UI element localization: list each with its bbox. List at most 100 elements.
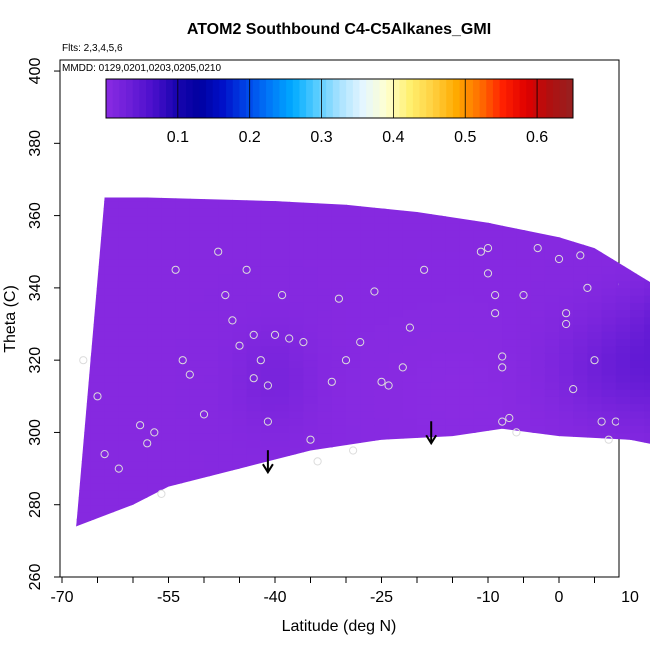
field-cell — [317, 381, 333, 390]
field-cell — [76, 374, 91, 383]
field-cell — [417, 511, 432, 520]
field-cell — [459, 295, 475, 303]
field-cell — [218, 367, 233, 376]
field-cell — [630, 345, 645, 354]
field-cell — [488, 403, 503, 412]
field-cell — [331, 475, 347, 484]
sample-point — [249, 330, 258, 339]
field-cell — [204, 446, 219, 455]
field-cell — [402, 497, 418, 506]
field-cell — [331, 345, 347, 354]
field-cell — [76, 475, 91, 484]
field-cell — [118, 490, 134, 499]
field-cell — [289, 287, 304, 296]
field-cell — [601, 396, 617, 405]
field-cell — [544, 352, 560, 361]
field-cell — [559, 244, 574, 253]
field-cell — [260, 324, 276, 332]
field-cell — [630, 432, 645, 441]
field-cell — [104, 230, 120, 238]
field-cell — [346, 497, 361, 506]
colorbar-swatch — [312, 79, 320, 118]
field-cell — [445, 187, 460, 195]
field-cell — [374, 396, 390, 405]
field-cell — [559, 302, 574, 311]
field-cell — [332, 187, 347, 195]
field-cell — [473, 215, 489, 224]
field-cell — [473, 454, 489, 462]
field-cell — [360, 187, 375, 195]
sample-point — [491, 291, 500, 300]
field-cell — [459, 338, 475, 347]
field-cell — [317, 244, 333, 253]
field-cell — [189, 468, 205, 477]
field-cell — [460, 534, 475, 542]
colorbar-swatch — [352, 79, 361, 118]
field-cell — [76, 534, 91, 542]
field-cell — [76, 504, 91, 513]
field-cell — [90, 244, 106, 253]
field-cell — [346, 446, 361, 455]
field-cell — [445, 251, 461, 260]
field-cell — [559, 519, 574, 528]
field-cell — [317, 316, 333, 325]
field-cell — [445, 483, 461, 491]
field-cell — [204, 432, 219, 441]
field-cell — [232, 389, 248, 397]
field-cell — [118, 439, 134, 448]
field-cell — [630, 244, 645, 253]
field-cell — [601, 468, 617, 477]
x-tick-label: -25 — [370, 589, 393, 606]
field-cell — [601, 410, 617, 419]
field-cell — [232, 273, 248, 282]
field-cell — [630, 251, 645, 260]
field-cell — [260, 490, 276, 499]
field-cell — [431, 280, 446, 289]
field-cell — [502, 201, 517, 209]
field-cell — [189, 331, 205, 340]
field-cell — [615, 324, 631, 332]
field-cell — [76, 316, 77, 325]
field-cell — [275, 461, 290, 470]
field-cell — [615, 381, 631, 390]
field-cell — [275, 273, 290, 282]
field-cell — [374, 295, 390, 303]
field-cell — [133, 258, 148, 267]
field-cell — [502, 446, 517, 455]
field-cell — [161, 287, 177, 296]
field-cell — [388, 302, 404, 311]
field-cell — [502, 468, 517, 477]
field-cell — [630, 417, 645, 426]
field-cell — [76, 519, 91, 528]
field-cell — [289, 237, 304, 246]
field-cell — [204, 222, 219, 231]
field-cell — [189, 461, 205, 470]
field-cell — [275, 483, 290, 491]
field-cell — [615, 338, 631, 347]
field-cell — [502, 230, 517, 238]
field-cell — [346, 197, 361, 202]
field-cell — [218, 360, 233, 368]
field-cell — [573, 483, 588, 491]
field-cell — [303, 403, 319, 412]
field-cell — [133, 324, 148, 332]
field-cell — [601, 316, 617, 325]
field-cell — [544, 526, 560, 534]
field-cell — [402, 417, 418, 426]
field-cell — [474, 534, 489, 542]
field-cell — [317, 201, 333, 209]
field-cell — [431, 490, 446, 499]
field-cell — [104, 389, 120, 397]
field-cell — [90, 439, 106, 448]
field-cell — [246, 461, 262, 470]
field-cell — [559, 367, 574, 376]
field-cell — [601, 483, 617, 491]
field-cell — [189, 287, 205, 296]
colorbar-swatch — [512, 79, 521, 118]
field-cell — [516, 410, 532, 419]
field-cell — [488, 208, 503, 217]
field-cell — [630, 526, 645, 534]
field-cell — [615, 504, 631, 513]
field-cell — [189, 222, 205, 231]
